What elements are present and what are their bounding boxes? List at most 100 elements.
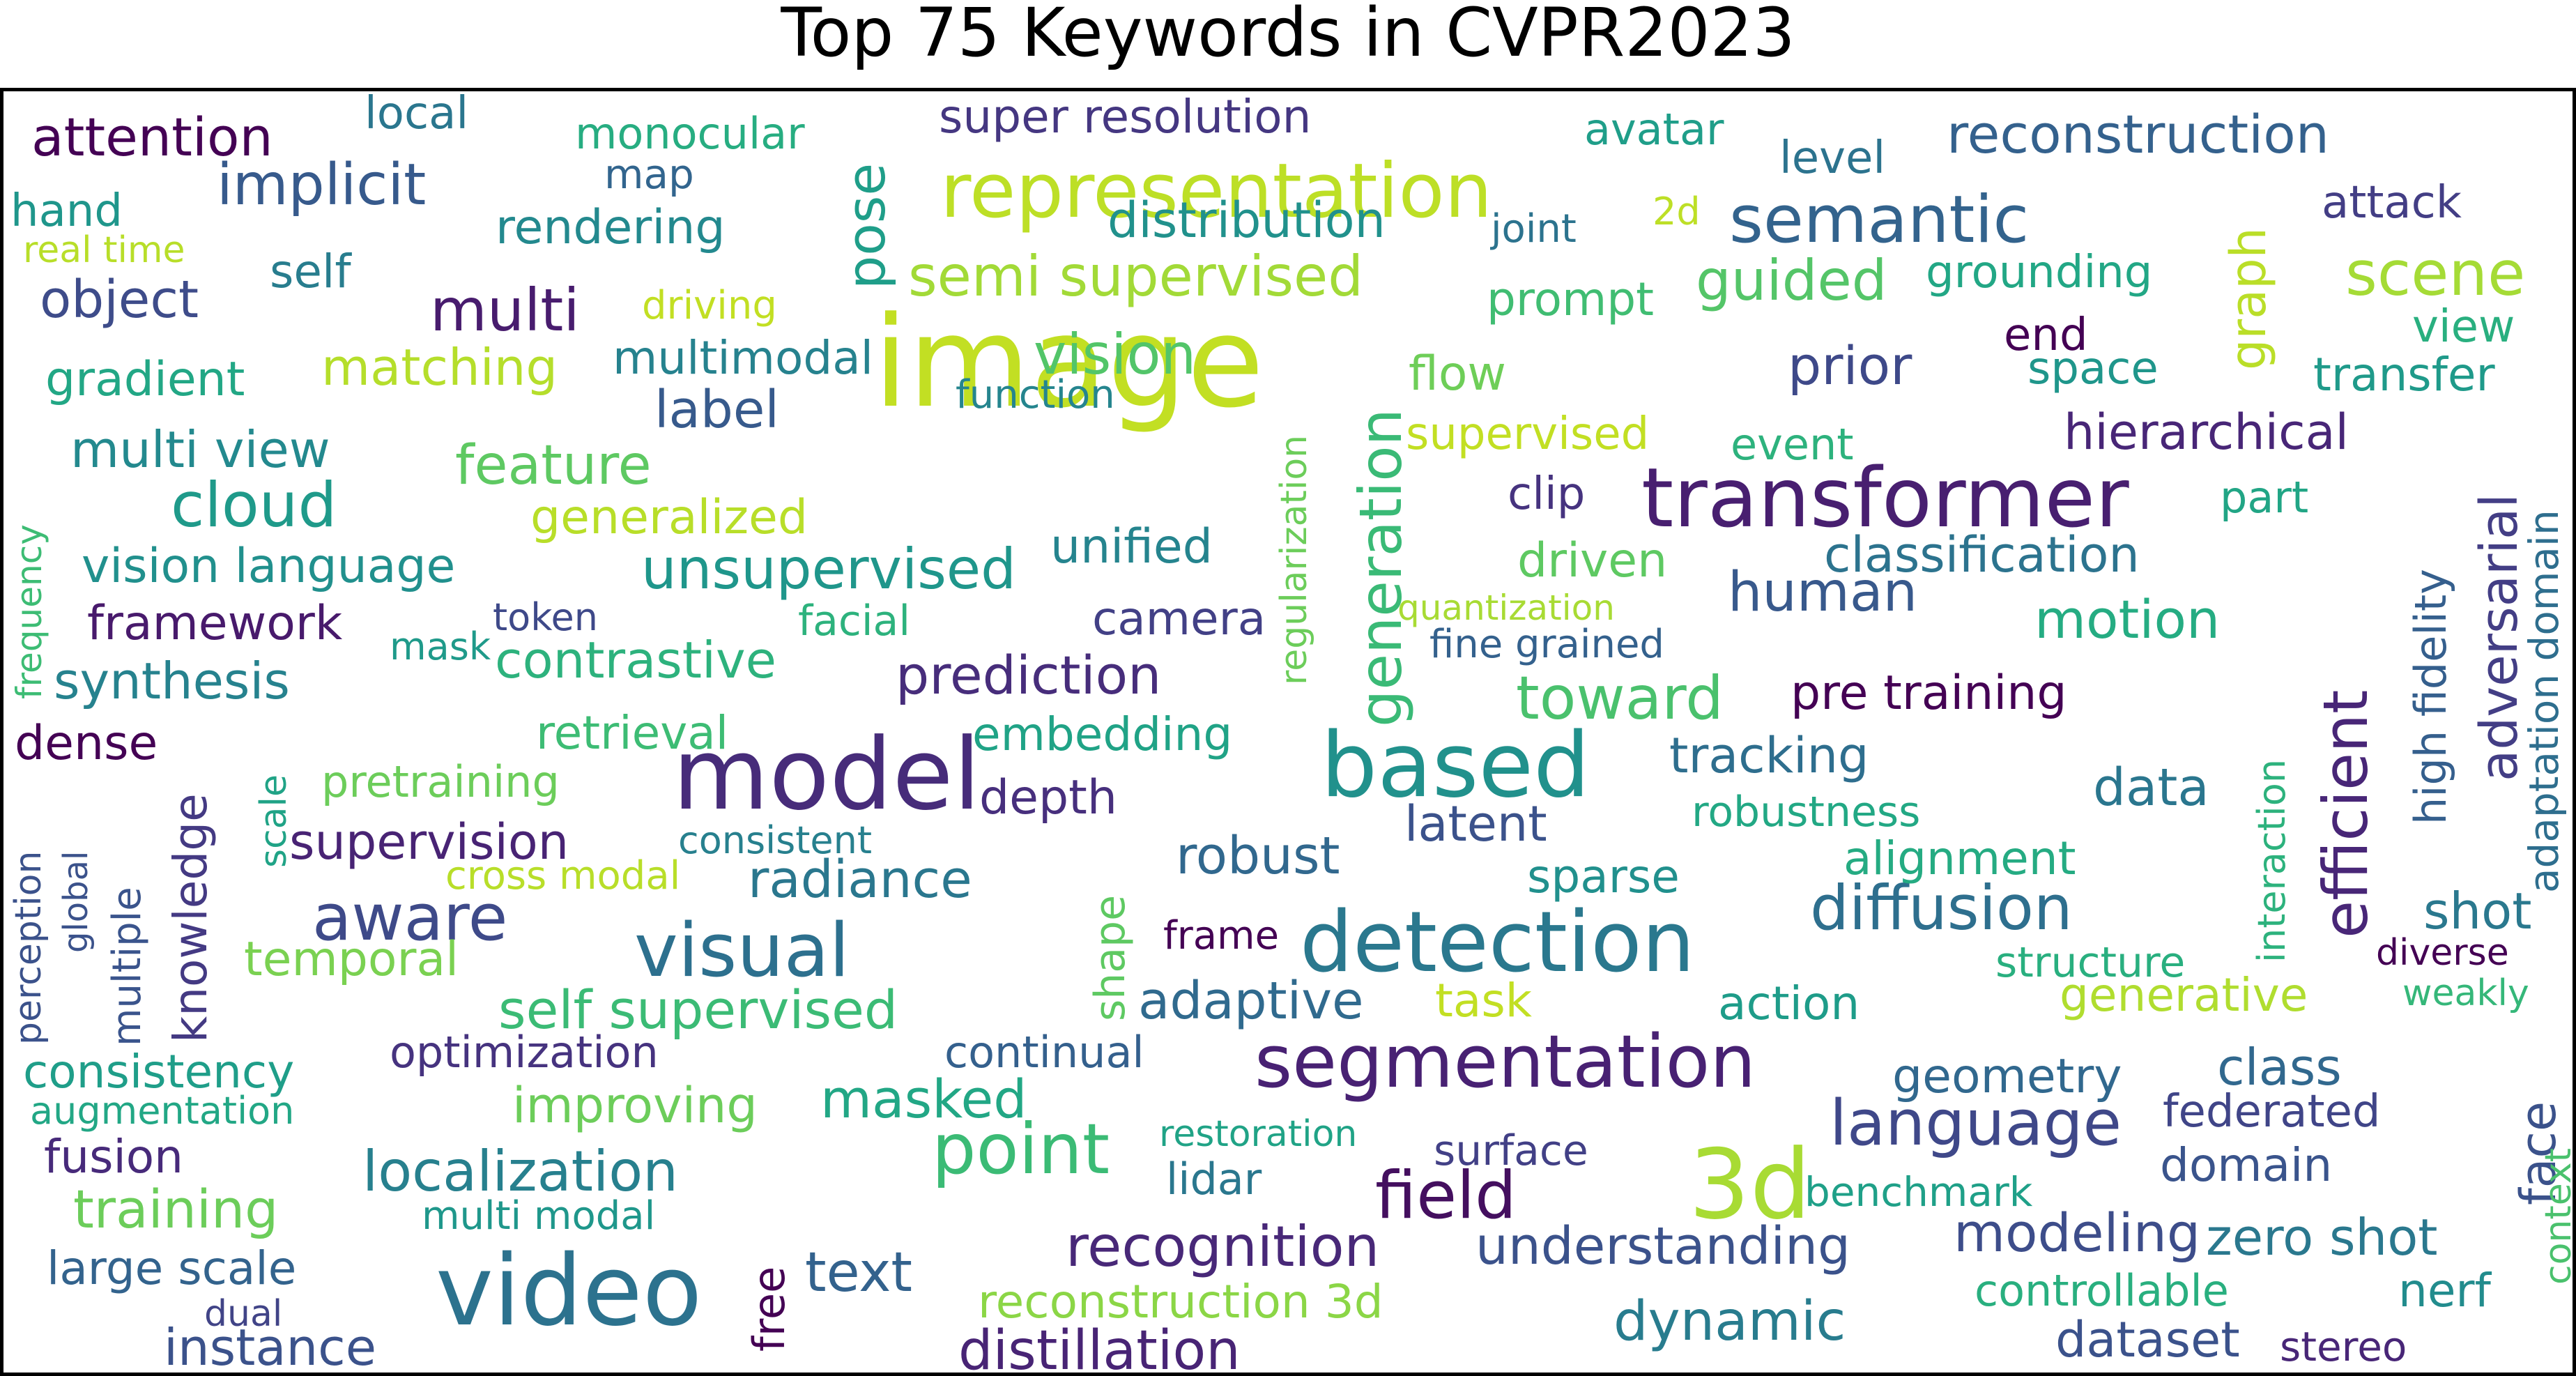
word-controllable: controllable xyxy=(1975,1265,2229,1316)
word-improving: improving xyxy=(512,1077,758,1134)
word-fusion: fusion xyxy=(44,1130,183,1184)
word-shape: shape xyxy=(1086,894,1135,1021)
word-recognition: recognition xyxy=(1066,1214,1380,1279)
word-attack: attack xyxy=(2322,177,2462,229)
word-aware: aware xyxy=(312,880,508,955)
word-distillation: distillation xyxy=(958,1320,1241,1376)
word-training: training xyxy=(73,1178,279,1240)
word-3d: 3d xyxy=(1689,1129,1811,1241)
word-token: token xyxy=(493,595,599,639)
word-knowledge: knowledge xyxy=(164,793,217,1043)
word-semantic: semantic xyxy=(1729,182,2030,258)
word-2d: 2d xyxy=(1653,190,1701,234)
word-toward: toward xyxy=(1516,664,1724,733)
word-camera: camera xyxy=(1092,592,1266,645)
word-unsupervised: unsupervised xyxy=(641,537,1016,602)
word-end: end xyxy=(2004,309,2088,361)
word-multi-modal: multi modal xyxy=(422,1193,656,1239)
word-class: class xyxy=(2217,1038,2342,1096)
word-avatar: avatar xyxy=(1584,104,1724,155)
word-monocular: monocular xyxy=(575,108,805,159)
word-pre-training: pre training xyxy=(1791,666,2067,721)
word-augmentation: augmentation xyxy=(30,1089,295,1133)
word-diverse: diverse xyxy=(2376,932,2509,974)
word-benchmark: benchmark xyxy=(1804,1168,2033,1216)
word-temporal: temporal xyxy=(244,932,459,987)
word-distribution: distribution xyxy=(1107,192,1386,249)
word-cloud: cloud xyxy=(171,469,337,541)
word-map: map xyxy=(604,151,694,198)
word-embedding: embedding xyxy=(972,708,1233,761)
word-guided: guided xyxy=(1696,248,1887,313)
word-cloud: image transformer representation video m… xyxy=(0,88,2576,1376)
word-transformer: transformer xyxy=(1641,450,2129,546)
word-real-time: real time xyxy=(23,229,185,271)
word-consistency: consistency xyxy=(23,1045,295,1099)
word-nerf: nerf xyxy=(2398,1264,2491,1317)
word-contrastive: contrastive xyxy=(495,631,776,689)
word-clip: clip xyxy=(1508,468,1586,520)
word-scene: scene xyxy=(2345,238,2526,309)
word-federated: federated xyxy=(2163,1086,2381,1138)
word-segmentation: segmentation xyxy=(1255,1019,1756,1104)
word-feature: feature xyxy=(455,434,652,497)
word-localization: localization xyxy=(362,1139,678,1204)
word-matching: matching xyxy=(321,338,558,397)
word-label: label xyxy=(654,380,779,440)
word-multi: multi xyxy=(430,276,580,344)
word-field: field xyxy=(1375,1158,1517,1234)
word-motion: motion xyxy=(2034,588,2221,650)
word-free: free xyxy=(744,1266,795,1352)
word-latent: latent xyxy=(1404,795,1547,853)
word-domain: domain xyxy=(2160,1138,2333,1192)
word-surface: surface xyxy=(1434,1126,1588,1175)
word-super-resolution: super resolution xyxy=(939,90,1312,144)
word-space: space xyxy=(2027,343,2159,395)
word-flow: flow xyxy=(1409,346,1507,402)
word-based: based xyxy=(1321,714,1590,818)
word-diffusion: diffusion xyxy=(1810,872,2073,944)
word-level: level xyxy=(1779,132,1886,184)
word-attention: attention xyxy=(31,106,273,168)
word-event: event xyxy=(1731,419,1854,470)
word-semi-supervised: semi supervised xyxy=(908,244,1364,309)
word-function: function xyxy=(956,372,1115,418)
word-grounding: grounding xyxy=(1926,247,2153,298)
word-quantization: quantization xyxy=(1397,588,1615,628)
word-robustness: robustness xyxy=(1692,788,1921,836)
word-modeling: modeling xyxy=(1954,1202,2201,1264)
word-supervision: supervision xyxy=(289,813,569,871)
word-prediction: prediction xyxy=(896,644,1162,706)
word-prompt: prompt xyxy=(1487,273,1655,326)
word-understanding: understanding xyxy=(1475,1216,1850,1276)
word-high-fidelity: high fidelity xyxy=(2405,569,2456,825)
word-perception: perception xyxy=(8,850,49,1045)
word-dataset: dataset xyxy=(2055,1311,2240,1368)
word-model: model xyxy=(673,717,981,832)
word-regularization: regularization xyxy=(1273,434,1315,685)
word-mask: mask xyxy=(390,625,491,668)
word-transfer: transfer xyxy=(2313,348,2495,402)
word-lidar: lidar xyxy=(1166,1154,1262,1205)
word-multiple: multiple xyxy=(105,887,150,1046)
word-instance: instance xyxy=(164,1318,377,1376)
word-dynamic: dynamic xyxy=(1613,1290,1846,1353)
word-implicit: implicit xyxy=(217,152,427,218)
word-tracking: tracking xyxy=(1669,727,1869,784)
word-frequency: frequency xyxy=(9,524,49,699)
word-visual: visual xyxy=(634,908,850,993)
word-multi-view: multi view xyxy=(70,420,330,479)
word-shot: shot xyxy=(2423,882,2532,940)
word-graph: graph xyxy=(2220,227,2277,370)
word-interaction: interaction xyxy=(2250,758,2294,963)
word-human: human xyxy=(1728,561,1918,624)
word-zero-shot: zero shot xyxy=(2206,1208,2438,1267)
word-reconstruction-3d: reconstruction 3d xyxy=(978,1275,1383,1329)
word-efficient: efficient xyxy=(2310,689,2382,938)
word-driving: driving xyxy=(642,283,777,328)
word-masked: masked xyxy=(820,1068,1027,1130)
word-continual: continual xyxy=(944,1027,1144,1078)
word-unified: unified xyxy=(1050,519,1213,574)
word-framework: framework xyxy=(87,596,343,651)
word-generation: generation xyxy=(1347,408,1415,727)
